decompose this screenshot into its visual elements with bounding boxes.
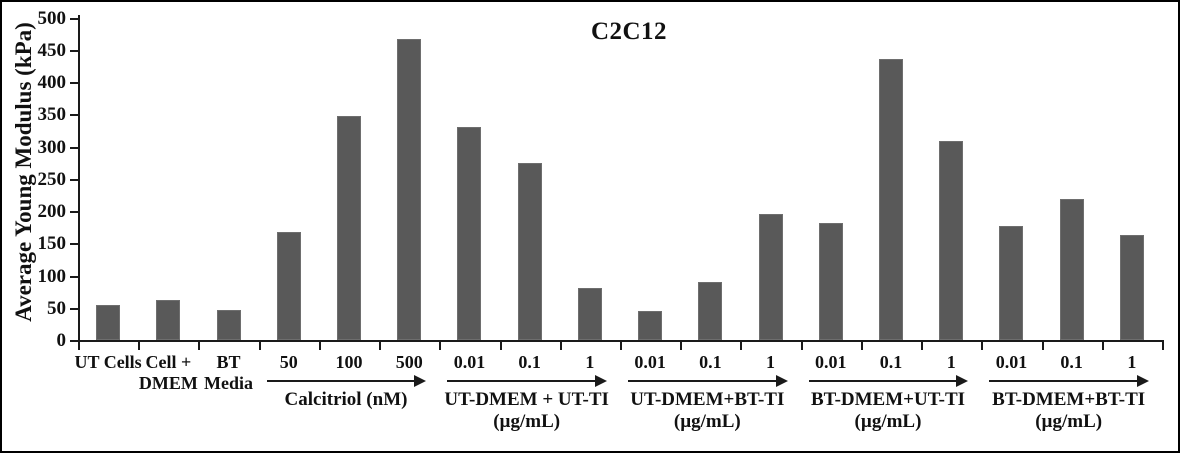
y-axis-tick [70,340,78,342]
group-range-arrowhead [414,375,427,387]
bar [156,300,181,340]
category-label: BT Media [204,352,254,393]
category-tick [620,342,622,350]
category-tick [800,342,803,350]
y-tick-label: 500 [37,7,67,29]
category-label: 100 [335,352,363,372]
y-axis-tick [70,82,78,84]
y-tick-label: 300 [37,136,67,158]
category-tick [198,342,201,350]
bar [638,310,663,340]
category-label: 0.01 [634,352,666,372]
y-tick-label: 50 [47,297,66,319]
group-label: Calcitriol (nM) [284,389,408,410]
group-range-arrowhead [1137,375,1149,387]
category-tick [1101,342,1104,350]
y-axis-tick [70,114,78,117]
bar [276,231,301,340]
category-tick [78,342,80,350]
category-tick [740,342,743,350]
group-label: BT-DMEM+BT-TI (µg/mL) [992,389,1146,432]
y-axis-tick [70,49,78,52]
category-label: 1 [766,352,776,372]
y-tick-label: 400 [37,72,67,93]
category-label: 1 [1127,352,1137,372]
category-label: 500 [395,352,423,372]
group-range-arrowhead [956,375,969,387]
group-range-arrow [266,380,416,382]
bar [818,223,843,340]
group-range-arrow [628,380,777,382]
y-axis-tick [70,307,78,310]
group-range-arrow [808,380,958,382]
category-label: 50 [279,352,298,372]
bar [939,141,964,340]
category-tick [921,342,924,350]
group-label: UT-DMEM + UT-TI (µg/mL) [444,389,609,432]
y-tick-label: 450 [37,39,67,61]
category-tick [138,342,141,350]
group-range-arrow [989,380,1138,382]
y-tick-label: 150 [37,233,67,255]
y-tick-label: 0 [56,330,67,351]
y-tick-label: 200 [37,201,67,222]
bar [1059,198,1084,340]
chart-title: C2C12 [590,18,668,45]
category-tick [499,342,502,350]
y-axis-tick [70,275,78,278]
bar [1119,234,1144,340]
bar [758,213,783,340]
category-label: 0.1 [879,352,903,372]
category-tick [1041,342,1044,350]
y-tick-label: 100 [37,265,67,287]
category-label: 0.01 [815,352,847,372]
y-axis-tick [70,17,78,20]
category-tick [258,342,261,350]
category-tick [379,342,382,350]
y-axis-tick [70,211,78,213]
x-axis-line [78,340,1164,342]
group-label: UT-DMEM+BT-TI (µg/mL) [630,389,785,432]
category-tick [559,342,562,350]
category-tick [860,342,863,350]
category-label: 0.1 [1060,352,1083,372]
category-label: 1 [946,352,956,372]
bar [337,115,361,340]
category-tick [318,342,321,350]
bar [999,226,1024,340]
category-label: UT Cells [74,352,142,372]
category-label: 0.1 [518,352,541,372]
group-range-arrow [447,380,596,382]
category-tick [680,342,683,350]
group-range-arrowhead [595,375,607,387]
bar [879,59,903,340]
category-label: 0.01 [453,352,486,372]
y-axis-tick [70,146,78,149]
y-axis-tick [70,178,78,181]
group-label: BT-DMEM+UT-TI (µg/mL) [810,389,966,432]
y-tick-label: 350 [37,104,67,126]
bar [698,281,723,340]
bar [397,39,422,340]
bar [517,162,542,340]
category-label: 1 [585,352,595,372]
y-tick-label: 250 [37,168,67,190]
bar [96,304,121,340]
group-range-arrowhead [775,375,788,387]
category-tick [1162,342,1164,350]
category-label: 0.1 [699,352,722,372]
y-axis-line [78,15,80,342]
category-label: Cell + DMEM [138,352,198,393]
bar [457,126,482,340]
bar [577,288,602,340]
category-tick [981,342,984,350]
category-tick [439,342,442,350]
bar [216,309,241,340]
y-axis-tick [70,243,78,246]
category-label: 0.01 [995,352,1028,372]
